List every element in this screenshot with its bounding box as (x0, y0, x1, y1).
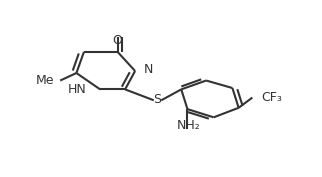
Text: CF₃: CF₃ (261, 91, 282, 104)
Text: O: O (113, 33, 123, 47)
Text: Me: Me (35, 74, 54, 87)
Text: NH₂: NH₂ (177, 119, 201, 132)
Text: N: N (144, 63, 153, 76)
Text: HN: HN (68, 83, 86, 96)
Text: S: S (154, 93, 162, 106)
